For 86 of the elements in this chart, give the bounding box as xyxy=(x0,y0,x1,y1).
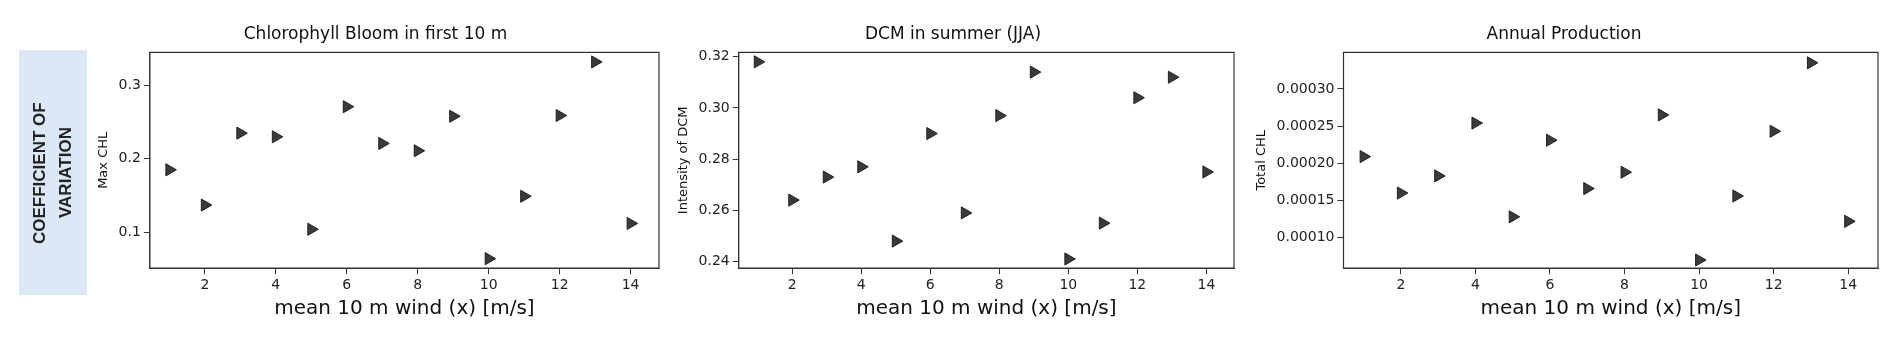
y-axis-title: Max CHL xyxy=(95,130,111,189)
point xyxy=(995,109,1007,123)
y-tick-label: 0.30 xyxy=(698,98,730,115)
point xyxy=(236,126,248,140)
point xyxy=(1695,253,1707,267)
x-axis-title: mean 10 m wind (x) [m/s] xyxy=(1480,295,1741,320)
y-tick-label: 0.3 xyxy=(118,76,141,93)
y-tick-label: 0.28 xyxy=(698,149,730,166)
point xyxy=(1583,182,1595,196)
x-tick-label: 8 xyxy=(413,276,423,293)
point xyxy=(822,170,835,184)
x-tick-label: 10 xyxy=(1059,276,1078,293)
point xyxy=(753,55,766,69)
x-tick-label: 10 xyxy=(1690,276,1708,293)
chart-title: Chlorophyll Bloom in first 10 m xyxy=(243,22,508,43)
chart-title: DCM in summer (JJA) xyxy=(864,22,1042,43)
point xyxy=(1657,108,1670,122)
y-tick-label: 0.00010 xyxy=(1276,228,1335,245)
x-tick-label: 4 xyxy=(271,276,281,293)
point xyxy=(1545,133,1558,147)
x-tick-label: 4 xyxy=(856,276,866,293)
point xyxy=(926,126,938,141)
point xyxy=(1806,56,1819,70)
y-tick-label: 0.00025 xyxy=(1276,116,1335,133)
y-tick-label: 0.00020 xyxy=(1276,153,1335,170)
x-tick-label: 12 xyxy=(1764,276,1783,293)
y-tick-label: 0.00015 xyxy=(1276,191,1335,208)
point xyxy=(1167,70,1180,84)
y-tick-label: 0.24 xyxy=(698,252,730,269)
point xyxy=(1202,165,1214,179)
point xyxy=(891,234,904,248)
point xyxy=(1359,150,1372,164)
point xyxy=(1029,65,1042,79)
point xyxy=(413,144,426,158)
point xyxy=(271,130,284,144)
x-axis-title: mean 10 m wind (x) [m/s] xyxy=(274,295,535,320)
y-axis-title: Intensity of DCM xyxy=(675,106,691,215)
y-tick-label: 0.00030 xyxy=(1276,79,1335,96)
point xyxy=(1064,252,1076,266)
point xyxy=(1471,116,1483,130)
point xyxy=(1844,214,1856,228)
point xyxy=(165,163,177,177)
point xyxy=(449,109,461,123)
point xyxy=(788,193,800,207)
chart-title: Annual Production xyxy=(1486,22,1642,43)
point xyxy=(591,55,603,69)
x-tick-label: 14 xyxy=(1839,276,1858,293)
point xyxy=(1732,189,1744,203)
point xyxy=(342,100,355,114)
y-tick-label: 0.26 xyxy=(698,200,730,217)
point xyxy=(1434,169,1446,183)
x-tick-label: 14 xyxy=(621,276,640,293)
point xyxy=(307,222,319,236)
x-tick-label: 6 xyxy=(1545,276,1555,293)
point xyxy=(520,189,532,203)
point xyxy=(1769,124,1782,138)
x-tick-label: 8 xyxy=(1620,276,1629,293)
point xyxy=(555,108,568,123)
point xyxy=(1098,216,1111,230)
x-tick-label: 2 xyxy=(787,276,797,293)
point xyxy=(857,160,869,174)
y-tick-label: 0.1 xyxy=(118,222,141,239)
x-axis-title: mean 10 m wind (x) [m/s] xyxy=(856,295,1117,320)
point xyxy=(378,136,390,150)
point xyxy=(1133,91,1145,105)
x-tick-label: 10 xyxy=(479,276,498,293)
point xyxy=(626,216,639,230)
point xyxy=(960,206,973,220)
y-tick-label: 0.2 xyxy=(118,149,141,166)
y-axis-title: Total CHL xyxy=(1253,129,1269,192)
x-tick-label: 12 xyxy=(1128,276,1147,293)
x-tick-label: 2 xyxy=(200,276,210,293)
x-tick-label: 6 xyxy=(342,276,352,293)
point xyxy=(1396,186,1409,200)
x-tick-label: 6 xyxy=(925,276,935,293)
point xyxy=(1508,210,1521,224)
y-tick-label: 0.32 xyxy=(698,47,730,64)
point xyxy=(484,252,497,266)
x-tick-label: 4 xyxy=(1470,276,1480,293)
x-tick-label: 14 xyxy=(1197,276,1216,293)
x-tick-label: 8 xyxy=(994,276,1004,293)
text: COEFFICIENT OF VARIATION xyxy=(29,100,76,246)
point xyxy=(200,198,213,212)
point xyxy=(1620,165,1633,179)
x-tick-label: 2 xyxy=(1396,276,1406,293)
x-tick-label: 12 xyxy=(550,276,569,293)
